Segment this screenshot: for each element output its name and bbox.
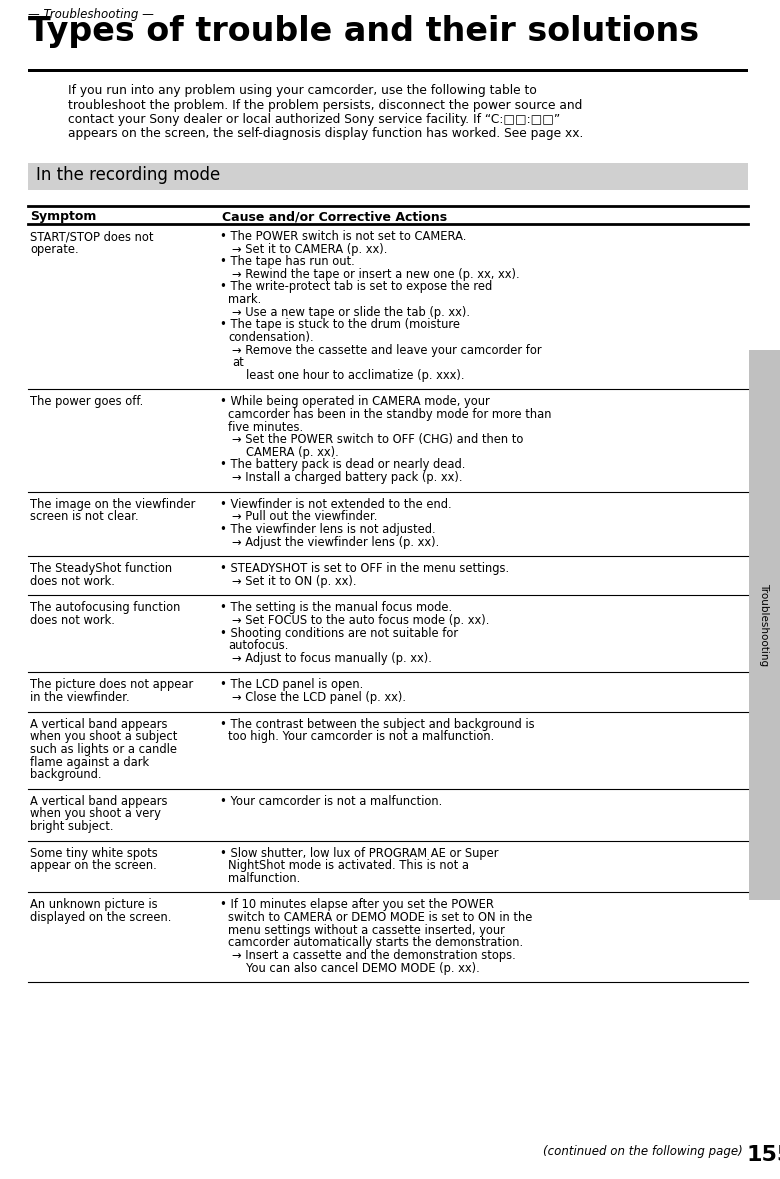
Text: too high. Your camcorder is not a malfunction.: too high. Your camcorder is not a malfun… bbox=[228, 730, 495, 743]
Text: → Set it to CAMERA (p. xx).: → Set it to CAMERA (p. xx). bbox=[232, 243, 388, 256]
Text: A vertical band appears: A vertical band appears bbox=[30, 795, 168, 808]
Text: autofocus.: autofocus. bbox=[228, 639, 289, 652]
Text: malfunction.: malfunction. bbox=[228, 872, 300, 885]
Text: • Slow shutter, low lux of PROGRAM AE or Super: • Slow shutter, low lux of PROGRAM AE or… bbox=[220, 847, 498, 859]
Text: The SteadyShot function: The SteadyShot function bbox=[30, 562, 172, 575]
Text: does not work.: does not work. bbox=[30, 614, 115, 627]
Text: when you shoot a very: when you shoot a very bbox=[30, 808, 161, 821]
Text: An unknown picture is: An unknown picture is bbox=[30, 898, 158, 911]
Text: Symptom: Symptom bbox=[30, 210, 97, 223]
Text: → Insert a cassette and the demonstration stops.: → Insert a cassette and the demonstratio… bbox=[232, 949, 516, 962]
Text: bright subject.: bright subject. bbox=[30, 821, 114, 834]
Text: → Rewind the tape or insert a new one (p. xx, xx).: → Rewind the tape or insert a new one (p… bbox=[232, 268, 519, 281]
Text: The picture does not appear: The picture does not appear bbox=[30, 678, 193, 691]
Text: when you shoot a subject: when you shoot a subject bbox=[30, 730, 177, 743]
Text: • The battery pack is dead or nearly dead.: • The battery pack is dead or nearly dea… bbox=[220, 459, 466, 472]
Text: A vertical band appears: A vertical band appears bbox=[30, 718, 168, 731]
Text: The image on the viewfinder: The image on the viewfinder bbox=[30, 498, 195, 511]
Text: background.: background. bbox=[30, 769, 101, 782]
Text: NightShot mode is activated. This is not a: NightShot mode is activated. This is not… bbox=[228, 859, 469, 872]
Text: The power goes off.: The power goes off. bbox=[30, 395, 144, 408]
Text: → Pull out the viewfinder.: → Pull out the viewfinder. bbox=[232, 511, 378, 523]
Text: Troubleshooting: Troubleshooting bbox=[760, 584, 770, 666]
Text: In the recording mode: In the recording mode bbox=[36, 166, 220, 184]
Text: • While being operated in CAMERA mode, your: • While being operated in CAMERA mode, y… bbox=[220, 395, 490, 408]
Text: You can also cancel DEMO MODE (p. xx).: You can also cancel DEMO MODE (p. xx). bbox=[246, 962, 480, 975]
Text: 155: 155 bbox=[747, 1145, 780, 1165]
Text: camcorder automatically starts the demonstration.: camcorder automatically starts the demon… bbox=[228, 936, 523, 949]
Bar bbox=[749, 350, 780, 900]
Text: flame against a dark: flame against a dark bbox=[30, 756, 149, 769]
Text: Cause and/or Corrective Actions: Cause and/or Corrective Actions bbox=[222, 210, 447, 223]
Text: • The LCD panel is open.: • The LCD panel is open. bbox=[220, 678, 363, 691]
Text: mark.: mark. bbox=[228, 294, 261, 307]
Text: switch to CAMERA or DEMO MODE is set to ON in the: switch to CAMERA or DEMO MODE is set to … bbox=[228, 911, 533, 924]
Text: appears on the screen, the self-diagnosis display function has worked. See page : appears on the screen, the self-diagnosi… bbox=[68, 127, 583, 140]
Text: • Shooting conditions are not suitable for: • Shooting conditions are not suitable f… bbox=[220, 626, 458, 640]
Text: menu settings without a cassette inserted, your: menu settings without a cassette inserte… bbox=[228, 923, 505, 937]
Text: least one hour to acclimatize (p. xxx).: least one hour to acclimatize (p. xxx). bbox=[246, 369, 465, 382]
Text: appear on the screen.: appear on the screen. bbox=[30, 859, 157, 872]
Text: five minutes.: five minutes. bbox=[228, 421, 303, 434]
Text: • Your camcorder is not a malfunction.: • Your camcorder is not a malfunction. bbox=[220, 795, 442, 808]
Text: troubleshoot the problem. If the problem persists, disconnect the power source a: troubleshoot the problem. If the problem… bbox=[68, 99, 583, 112]
Text: contact your Sony dealer or local authorized Sony service facility. If “C:□□:□□”: contact your Sony dealer or local author… bbox=[68, 113, 560, 126]
Text: → Close the LCD panel (p. xx).: → Close the LCD panel (p. xx). bbox=[232, 691, 406, 704]
Text: (continued on the following page): (continued on the following page) bbox=[543, 1145, 743, 1158]
Text: • STEADYSHOT is set to OFF in the menu settings.: • STEADYSHOT is set to OFF in the menu s… bbox=[220, 562, 509, 575]
Text: • The tape has run out.: • The tape has run out. bbox=[220, 255, 355, 269]
Text: → Remove the cassette and leave your camcorder for: → Remove the cassette and leave your cam… bbox=[232, 343, 541, 356]
Text: camcorder has been in the standby mode for more than: camcorder has been in the standby mode f… bbox=[228, 408, 551, 421]
Text: at: at bbox=[232, 356, 243, 369]
Text: The autofocusing function: The autofocusing function bbox=[30, 601, 180, 614]
Text: → Use a new tape or slide the tab (p. xx).: → Use a new tape or slide the tab (p. xx… bbox=[232, 305, 470, 318]
Text: such as lights or a candle: such as lights or a candle bbox=[30, 743, 177, 756]
Text: screen is not clear.: screen is not clear. bbox=[30, 511, 139, 523]
Text: operate.: operate. bbox=[30, 243, 79, 256]
Text: → Set it to ON (p. xx).: → Set it to ON (p. xx). bbox=[232, 575, 356, 588]
Text: → Install a charged battery pack (p. xx).: → Install a charged battery pack (p. xx)… bbox=[232, 472, 463, 485]
Text: → Set FOCUS to the auto focus mode (p. xx).: → Set FOCUS to the auto focus mode (p. x… bbox=[232, 614, 489, 627]
Text: START/STOP does not: START/STOP does not bbox=[30, 230, 154, 243]
Text: condensation).: condensation). bbox=[228, 331, 314, 344]
Text: → Adjust the viewfinder lens (p. xx).: → Adjust the viewfinder lens (p. xx). bbox=[232, 535, 439, 548]
Bar bbox=[28, 163, 748, 190]
Text: • The tape is stuck to the drum (moisture: • The tape is stuck to the drum (moistur… bbox=[220, 318, 460, 331]
Text: — Troubleshooting —: — Troubleshooting — bbox=[28, 8, 154, 21]
Text: • The write-protect tab is set to expose the red: • The write-protect tab is set to expose… bbox=[220, 281, 492, 294]
Text: Types of trouble and their solutions: Types of trouble and their solutions bbox=[28, 15, 699, 48]
Text: in the viewfinder.: in the viewfinder. bbox=[30, 691, 129, 704]
Text: CAMERA (p. xx).: CAMERA (p. xx). bbox=[246, 446, 339, 459]
Bar bbox=[28, 68, 748, 72]
Text: • Viewfinder is not extended to the end.: • Viewfinder is not extended to the end. bbox=[220, 498, 452, 511]
Text: • The POWER switch is not set to CAMERA.: • The POWER switch is not set to CAMERA. bbox=[220, 230, 466, 243]
Text: • The viewfinder lens is not adjusted.: • The viewfinder lens is not adjusted. bbox=[220, 523, 435, 536]
Text: Some tiny white spots: Some tiny white spots bbox=[30, 847, 158, 859]
Text: • If 10 minutes elapse after you set the POWER: • If 10 minutes elapse after you set the… bbox=[220, 898, 494, 911]
Text: • The contrast between the subject and background is: • The contrast between the subject and b… bbox=[220, 718, 534, 731]
Text: does not work.: does not work. bbox=[30, 575, 115, 588]
Text: • The setting is the manual focus mode.: • The setting is the manual focus mode. bbox=[220, 601, 452, 614]
Text: → Set the POWER switch to OFF (CHG) and then to: → Set the POWER switch to OFF (CHG) and … bbox=[232, 433, 523, 446]
Text: → Adjust to focus manually (p. xx).: → Adjust to focus manually (p. xx). bbox=[232, 652, 432, 665]
Text: displayed on the screen.: displayed on the screen. bbox=[30, 911, 172, 924]
Text: If you run into any problem using your camcorder, use the following table to: If you run into any problem using your c… bbox=[68, 84, 537, 97]
